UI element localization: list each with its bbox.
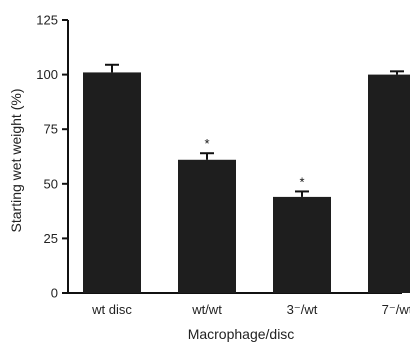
x-tick-label: wt/wt: [191, 302, 222, 317]
significance-marker: *: [299, 174, 304, 189]
bar: [273, 196, 331, 293]
x-axis: wt disc wt/wt 3⁻/wt 7⁻/wt: [68, 292, 410, 317]
significance-marker: *: [204, 136, 209, 151]
y-tick-label: 75: [44, 122, 58, 137]
y-tick-label: 125: [36, 13, 58, 28]
y-tick-label: 100: [36, 67, 58, 82]
y-tick-label: 50: [44, 176, 58, 191]
y-axis: 0 25 50 75 100 125: [36, 13, 69, 301]
bar: [83, 72, 141, 293]
bar: [368, 74, 410, 293]
x-axis-title: Macrophage/disc: [188, 326, 295, 342]
bar: [178, 159, 236, 293]
x-tick-label: 3⁻/wt: [287, 302, 318, 317]
bars: **: [83, 63, 410, 293]
y-tick-label: 25: [44, 231, 58, 246]
y-axis-title: Starting wet weight (%): [8, 89, 24, 233]
x-tick-label: 7⁻/wt: [382, 302, 410, 317]
x-tick-label: wt disc: [91, 302, 132, 317]
y-tick-label: 0: [51, 286, 58, 301]
